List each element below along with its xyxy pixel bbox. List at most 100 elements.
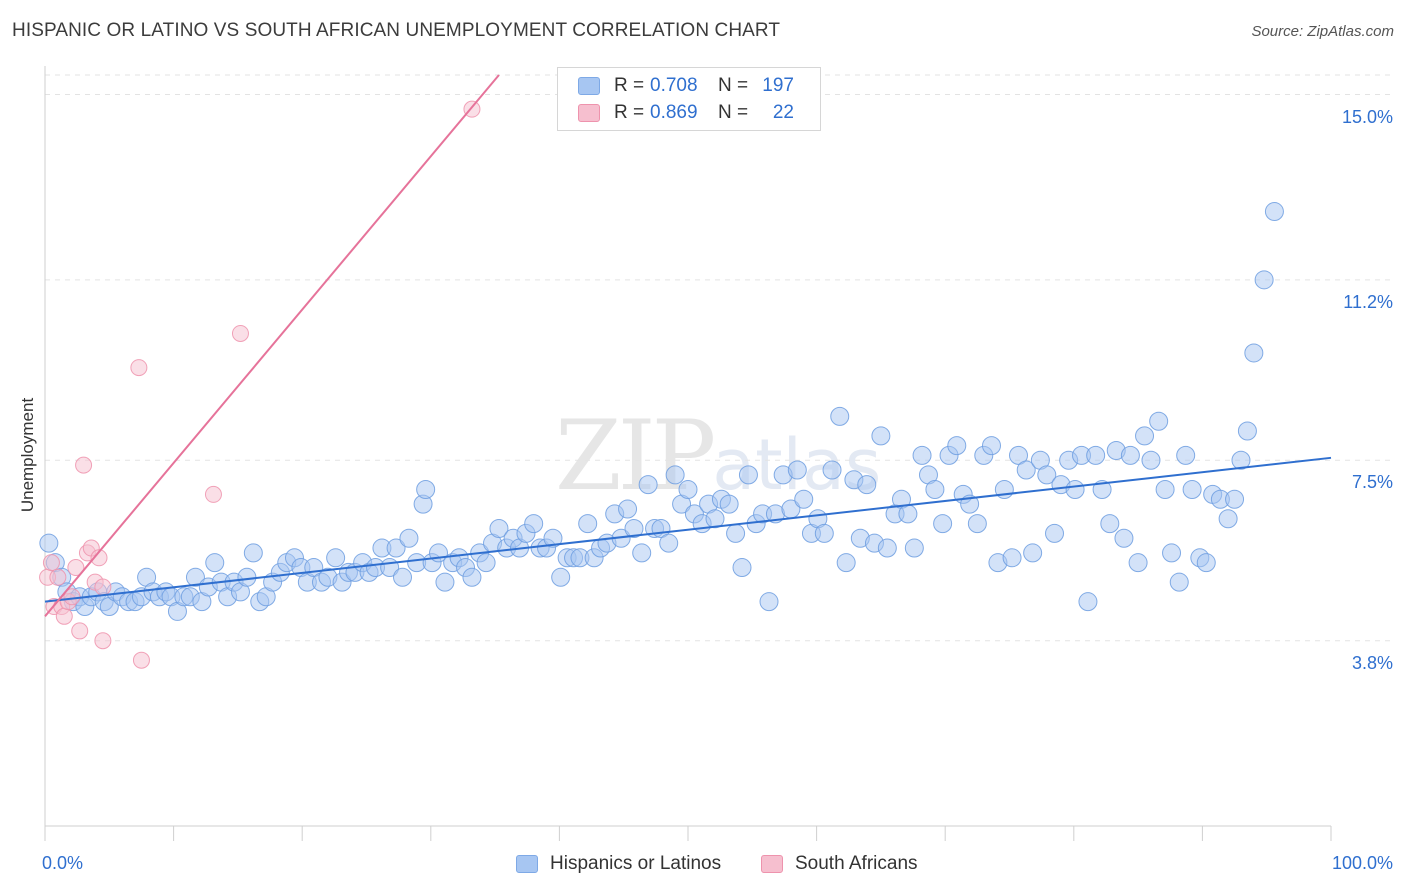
hispanic-point-182 (1264, 202, 1284, 222)
hispanic-point-176 (1218, 509, 1238, 529)
hispanic-point-134 (925, 480, 945, 500)
legend-label-south-africans: South Africans (795, 853, 918, 874)
hispanic-point-178 (1231, 450, 1251, 470)
legend-item-south-africans[interactable]: South Africans (761, 851, 918, 877)
hispanic-point-142 (981, 436, 1001, 456)
legend-item-hispanics[interactable]: Hispanics or Latinos (516, 851, 721, 877)
hispanic-point-66 (462, 567, 482, 587)
legend-label-hispanics: Hispanics or Latinos (550, 853, 722, 874)
hispanic-point-127 (877, 538, 897, 558)
hispanic-point-181 (1254, 270, 1274, 290)
hispanic-point-147 (1016, 460, 1036, 480)
hispanic-point-146 (1009, 445, 1029, 465)
hispanic-point-68 (476, 553, 496, 573)
south-african-point-5 (55, 607, 73, 625)
hispanic-point-55 (393, 567, 413, 587)
y-tick-label-2: 11.2% (1343, 291, 1393, 312)
hispanic-point-167 (1155, 480, 1175, 500)
hispanic-point-104 (719, 494, 739, 514)
hispanic-point-114 (787, 460, 807, 480)
hispanic-point-92 (638, 475, 658, 495)
hispanic-point-120 (830, 406, 850, 426)
chart-title: HISPANIC OR LATINO VS SOUTH AFRICAN UNEM… (12, 20, 781, 41)
hispanic-point-140 (967, 514, 987, 534)
hispanic-point-102 (705, 509, 725, 529)
south-african-point-20 (231, 324, 249, 342)
south-african-point-14 (90, 549, 108, 567)
y-tick-label-3: 15.0% (1341, 106, 1393, 127)
hispanic-point-173 (1196, 553, 1216, 573)
hispanic-point-158 (1092, 480, 1112, 500)
hispanic-point-166 (1149, 411, 1169, 431)
y-axis-label: Unemployment (18, 397, 37, 513)
hispanic-point-132 (912, 445, 932, 465)
hispanic-point-27 (205, 553, 225, 573)
hispanic-point-24 (185, 567, 205, 587)
hispanic-point-162 (1120, 445, 1140, 465)
hispanic-point-163 (1128, 553, 1148, 573)
hispanic-point-161 (1114, 528, 1134, 548)
r-value: 0.869 (650, 102, 698, 123)
hispanic-point-130 (898, 504, 918, 524)
hispanic-point-156 (1078, 592, 1098, 612)
n-value: 197 (762, 75, 794, 96)
hispanic-point-78 (543, 528, 563, 548)
hispanic-point-33 (243, 543, 263, 563)
hispanic-point-91 (632, 543, 652, 563)
hispanic-point-168 (1162, 543, 1182, 563)
south-african-point-1 (42, 554, 60, 572)
hispanic-point-118 (814, 523, 834, 543)
legend-swatch-hispanics (578, 77, 600, 95)
hispanic-point-0 (39, 533, 59, 553)
hispanic-point-164 (1135, 426, 1155, 446)
legend-swatch-south-africans (578, 104, 600, 122)
n-value: 22 (772, 102, 794, 123)
south-african-point-15 (94, 578, 112, 596)
y-tick-label-0: 3.8% (1351, 652, 1393, 673)
hispanic-point-150 (1037, 465, 1057, 485)
south-african-point-16 (94, 632, 112, 650)
hispanic-point-131 (904, 538, 924, 558)
south-african-point-9 (71, 622, 89, 640)
hispanic-point-165 (1141, 450, 1161, 470)
south-african-point-17 (130, 359, 148, 377)
hispanic-point-32 (237, 567, 257, 587)
legend-swatch-hispanics (516, 855, 538, 873)
hispanic-point-121 (836, 553, 856, 573)
hispanic-point-95 (659, 533, 679, 553)
legend-row-south-africans: R = 0.869 N = 22 (578, 100, 794, 126)
n-label: N = (718, 102, 749, 123)
hispanic-point-145 (1002, 548, 1022, 568)
hispanic-point-83 (578, 514, 598, 534)
hispanic-point-157 (1086, 445, 1106, 465)
r-label: R = (614, 102, 645, 123)
hispanic-point-45 (326, 548, 346, 568)
hispanic-point-98 (678, 480, 698, 500)
hispanic-point-107 (738, 465, 758, 485)
south-african-point-18 (132, 651, 150, 669)
hispanic-point-126 (871, 426, 891, 446)
legend-swatch-south-africans (761, 855, 783, 873)
hispanic-point-151 (1045, 523, 1065, 543)
hispanic-point-89 (618, 499, 638, 519)
n-label: N = (718, 75, 749, 96)
x-tick-label-min: 0.0% (42, 853, 84, 873)
south-african-trend-line (44, 74, 500, 617)
hispanic-point-154 (1065, 480, 1085, 500)
hispanic-point-179 (1237, 421, 1257, 441)
south-african-point-19 (204, 485, 222, 503)
hispanic-point-110 (759, 592, 779, 612)
south-african-point-3 (49, 568, 67, 586)
hispanic-point-119 (822, 460, 842, 480)
hispanic-point-70 (489, 519, 509, 539)
r-label: R = (614, 75, 645, 96)
hispanic-point-135 (933, 514, 953, 534)
y-tick-label-1: 7.5% (1351, 472, 1393, 493)
hispanic-point-170 (1176, 445, 1196, 465)
hispanic-point-180 (1244, 343, 1264, 363)
hispanic-trend-line (44, 456, 1332, 603)
correlation-legend: R = 0.708 N = 197 R = 0.869 N = 22 (557, 67, 821, 131)
hispanic-point-54 (386, 538, 406, 558)
hispanic-point-171 (1182, 480, 1202, 500)
